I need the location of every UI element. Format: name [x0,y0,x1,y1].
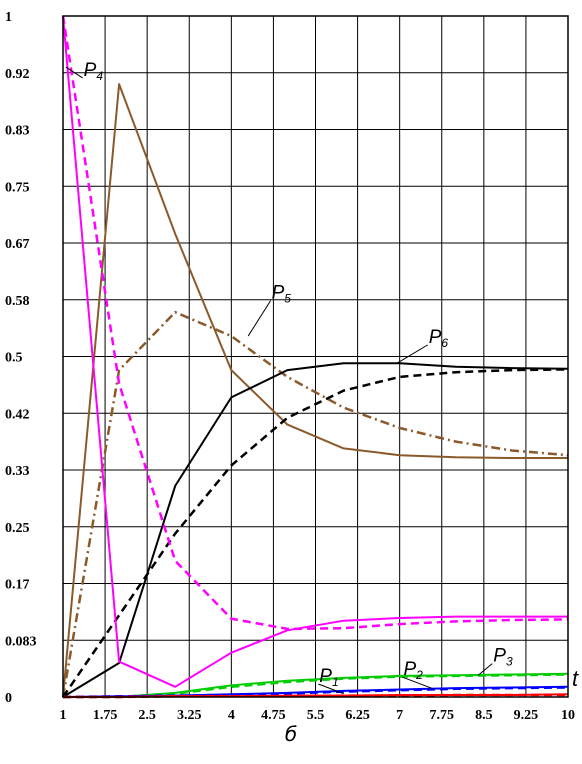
curve-label-p5: P5 [272,283,292,306]
y-tick-label: 0.58 [5,294,30,309]
curve-labels: P1 P2 P3 P4 P5 P6 [84,60,513,689]
x-tick-label: 2.5 [138,708,156,720]
label-leader [247,300,272,337]
x-tick-label: 5.5 [307,708,325,720]
x-tick-label: 8.5 [475,708,493,720]
y-tick-label: 0.083 [5,634,37,649]
x-tick-label: 7.75 [430,708,455,720]
y-tick-label: 0.75 [5,180,30,195]
series-line-4 [61,368,569,698]
label-leaders [65,66,493,695]
y-tick-label: 0.42 [5,407,30,422]
label-leader [318,683,344,695]
x-axis-label: t [572,666,579,691]
curve-label-p6: P6 [429,327,449,350]
series-line-2 [61,310,569,698]
x-tick-label: 3.25 [177,708,202,720]
label-leader [402,676,434,690]
y-tick-label: 0.33 [5,464,30,479]
x-tick-labels: 1 1.75 2.5 3.25 4 4.75 5.5 6.25 7 7.75 8.5 9.25 10 [60,708,576,720]
y-tick-label: 1 [5,10,12,25]
y-tick-label: 0.92 [5,67,30,82]
x-tick-label: 10 [561,708,575,720]
x-tick-label: 7 [396,708,403,720]
series-line-1 [62,83,568,698]
y-tick-label: 0.5 [5,351,23,366]
curve-label-p2: P2 [403,659,423,682]
y-tick-label: 0.17 [5,578,30,593]
y-tick-label: 0.67 [5,237,30,252]
figure-caption: б [284,722,298,746]
plot-frame [62,15,569,698]
label-leader [396,344,428,364]
curve-label-p4: P4 [84,60,104,83]
label-leader [477,663,493,676]
series-line-5 [62,15,568,688]
y-tick-label: 0.83 [5,124,30,139]
curve-label-p3: P3 [493,646,513,669]
label-leader [65,66,83,79]
y-tick-labels: 0 0.083 0.17 0.25 0.33 0.42 0.5 0.58 0.67 0.75 0.8… [5,10,37,706]
curve-label-p1: P1 [319,666,338,689]
x-tick-label: 1 [60,708,67,720]
y-tick-label: 0.25 [5,521,30,536]
y-tick-label: 0 [5,691,12,706]
x-tick-label: 9.25 [514,708,539,720]
grid [63,16,568,697]
x-tick-label: 1.75 [93,708,118,720]
line-chart: 0 0.083 0.17 0.25 0.33 0.42 0.5 0.58 0.67 0.75 0.8… [5,10,579,720]
x-tick-label: 4 [228,708,235,720]
x-tick-label: 6.25 [345,708,370,720]
x-tick-label: 4.75 [261,708,286,720]
